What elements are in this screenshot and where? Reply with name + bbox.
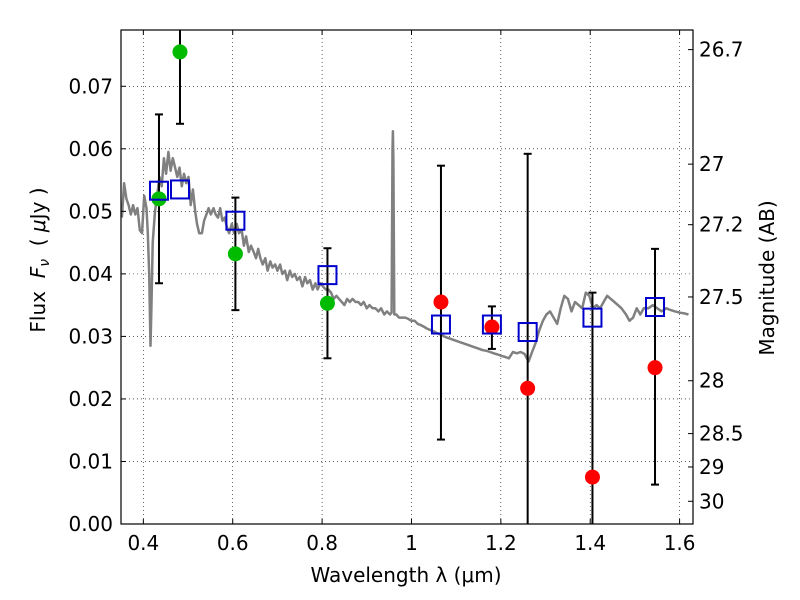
right-tick-label: 28.5 [699,422,744,446]
detection-point [227,246,243,262]
right-tick-label: 29 [699,455,724,479]
data-markers [148,44,666,485]
y-tick-label: 0.03 [68,324,113,348]
x-axis-title: Wavelength λ (μm) [310,563,501,587]
model-photometry-square [645,297,666,318]
upper-limit-point [647,360,663,376]
x-tick-label: 0.6 [217,531,249,555]
upper-limit-point [433,294,449,310]
right-axis-title: Magnitude (AB) [755,200,779,355]
upper-limit-point [584,469,600,485]
right-tick-label: 26.7 [699,38,744,62]
spectrum-line [120,130,689,363]
plot-frame [120,29,694,525]
model-photometry-square [517,322,538,343]
grid-lines [121,30,693,525]
x-tick-label: 1.4 [574,531,606,555]
model-photometry-square [169,179,190,200]
model-photometry-square [317,265,338,286]
y-axis-title: Flux Fν ( μJy ) [26,187,53,332]
y-tick-label: 0.06 [68,137,113,161]
right-tick-label: 28 [699,369,724,393]
detection-point [319,295,335,311]
y-tick-label: 0.00 [68,512,113,536]
model-photometry-square [582,307,603,328]
y-tick-label: 0.04 [68,262,113,286]
right-tick-label: 27 [699,152,724,176]
right-tick-label: 30 [699,489,724,513]
y-tick-label: 0.07 [68,74,113,98]
y-tick-label: 0.02 [68,387,113,411]
error-bars [154,30,660,524]
model-photometry-square [148,180,169,201]
right-tick-label: 27.2 [699,213,744,237]
right-tick-label: 27.5 [699,285,744,309]
x-tick-label: 1.2 [485,531,517,555]
x-tick-label: 1.6 [664,531,696,555]
detection-point [172,44,188,60]
y-tick-label: 0.05 [68,199,113,223]
model-photometry-square [225,210,246,231]
upper-limit-point [520,380,536,396]
x-tick-label: 0.8 [306,531,338,555]
x-tick-label: 0.4 [127,531,159,555]
model-spectrum-line [120,130,689,363]
axis-ticks: 0.4 0.6 0.8 1 1.2 1.4 1.6 0.00 0.01 0.02 0.03 0.04 0… [68,30,744,555]
y-tick-label: 0.01 [68,449,113,473]
model-photometry-square [430,314,451,335]
model-photometry-square [481,314,502,335]
upper-limit-point [484,319,500,335]
x-tick-label: 1 [405,531,418,555]
